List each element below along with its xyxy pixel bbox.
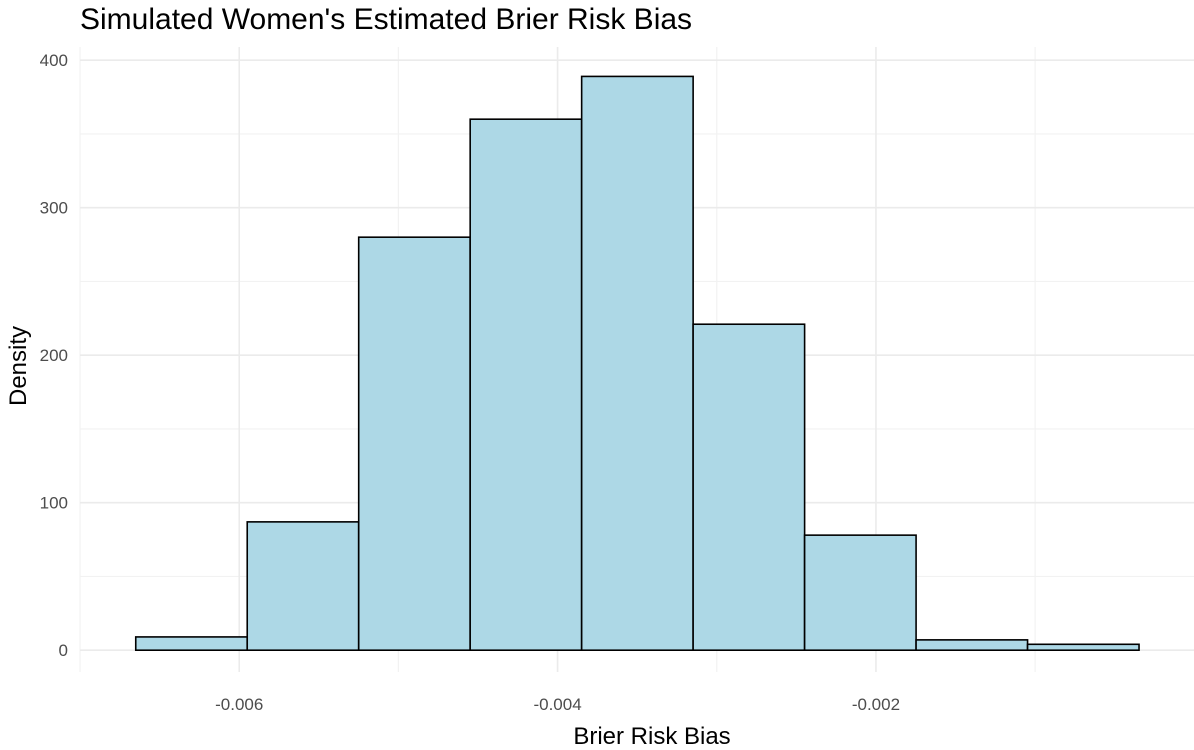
chart-title: Simulated Women's Estimated Brier Risk B… [80, 3, 692, 36]
histogram-bar-2 [246, 521, 360, 651]
histogram-bar-4 [469, 118, 583, 651]
histogram-bar-9 [1026, 643, 1140, 651]
x-tick-label: -0.006 [215, 695, 263, 714]
x-tick-label: -0.002 [852, 695, 900, 714]
y-tick-label: 100 [40, 494, 68, 513]
y-tick-label: 0 [59, 641, 68, 660]
histogram-bars [134, 75, 1140, 651]
histogram-bar-5 [580, 75, 694, 651]
tick-labels: -0.006 -0.004 -0.002 0 100 200 300 400 [40, 51, 900, 714]
y-tick-label: 200 [40, 346, 68, 365]
x-tick-label: -0.004 [533, 695, 581, 714]
histogram-bar-1 [134, 636, 249, 651]
x-axis-title: Brier Risk Bias [573, 723, 730, 750]
histogram-bar-6 [692, 323, 806, 651]
y-tick-label: 400 [40, 51, 68, 70]
histogram-bar-8 [915, 639, 1029, 651]
histogram-bar-3 [357, 236, 471, 651]
histogram-bar-7 [803, 534, 917, 651]
y-tick-label: 300 [40, 199, 68, 218]
y-axis-title: Density [5, 326, 32, 406]
